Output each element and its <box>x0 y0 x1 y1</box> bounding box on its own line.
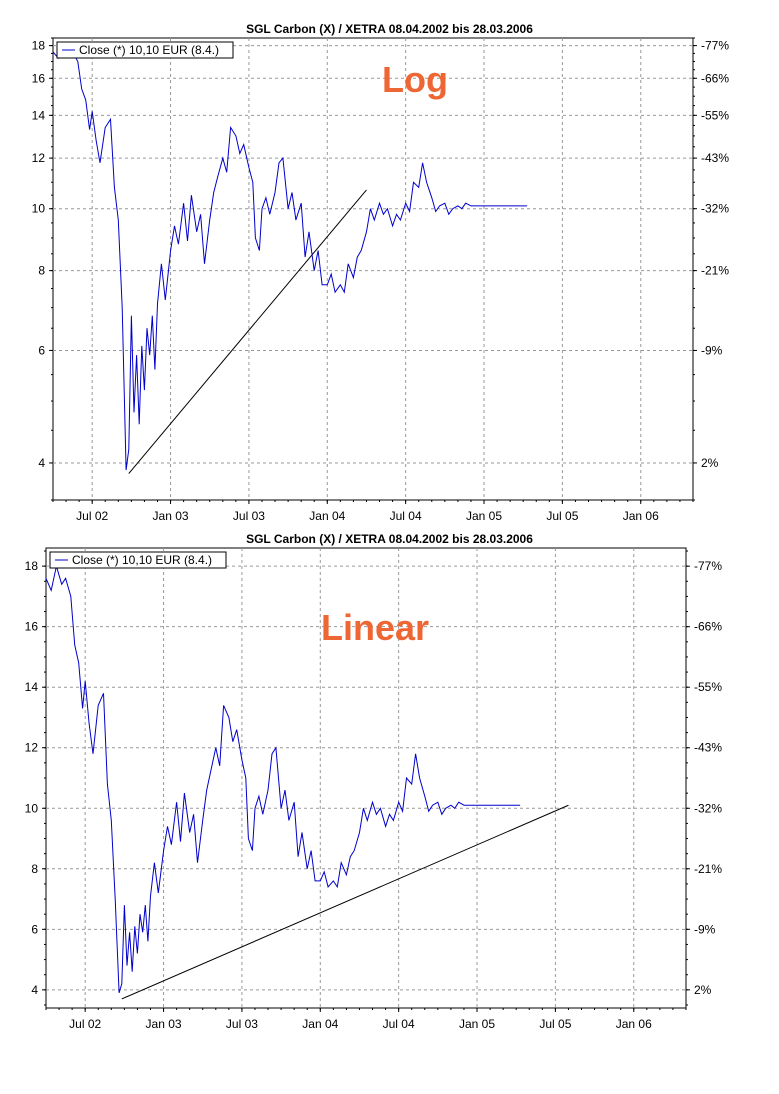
close-price-line <box>45 566 521 994</box>
y-tick-label: 12 <box>25 741 39 755</box>
x-tick-label: Jan 03 <box>153 509 189 523</box>
y-right-tick-label: 2% <box>701 456 719 470</box>
y-right-tick-label: -55% <box>701 108 729 122</box>
x-tick-label: Jul 03 <box>226 1017 258 1031</box>
linear-chart-plot: 4 2% 6 -9% 8 -21% 10 -32% 12 -43% 14 -55% 16 -66% 18 -7… <box>25 547 722 1031</box>
trendline <box>121 804 569 1000</box>
legend-box <box>56 41 234 59</box>
y-right-tick-label: -77% <box>694 559 722 573</box>
y-right-tick-label: -21% <box>694 862 722 876</box>
x-tick-label: Jan 06 <box>616 1017 652 1031</box>
y-right-tick-label: -43% <box>701 151 729 165</box>
x-tick-label: Jul 04 <box>383 1017 415 1031</box>
scale-annotation: Log <box>382 59 448 100</box>
y-tick-label: 8 <box>31 862 38 876</box>
y-right-tick-label: -9% <box>694 922 716 936</box>
log-chart: SGL Carbon (X) / XETRA 08.04.2002 bis 28… <box>0 0 779 530</box>
x-tick-label: Jul 04 <box>390 509 422 523</box>
linear-chart: SGL Carbon (X) / XETRA 08.04.2002 bis 28… <box>0 530 779 1070</box>
legend-label: Close (*) 10,10 EUR (8.4.) <box>79 43 219 57</box>
y-right-tick-label: -55% <box>694 680 722 694</box>
chart-title: SGL Carbon (X) / XETRA 08.04.2002 bis 28… <box>246 22 533 36</box>
close-price-line <box>52 44 528 471</box>
y-tick-label: 14 <box>25 680 39 694</box>
y-tick-label: 4 <box>38 456 45 470</box>
y-tick-label: 6 <box>38 343 45 357</box>
y-right-tick-label: -32% <box>701 202 729 216</box>
plot-frame <box>52 37 694 501</box>
x-tick-label: Jan 04 <box>302 1017 338 1031</box>
chart-title: SGL Carbon (X) / XETRA 08.04.2002 bis 28… <box>246 532 533 546</box>
y-tick-label: 10 <box>25 801 39 815</box>
trendline <box>128 189 367 474</box>
log-chart-plot: 4 2% 6 -9% 8 -21% 10 -32% 12 -43% 14 -55% 16 -66% 18 -7… <box>32 37 729 523</box>
x-tick-label: Jul 05 <box>539 1017 571 1031</box>
y-right-tick-label: -66% <box>694 620 722 634</box>
scale-annotation: Linear <box>321 607 429 648</box>
y-tick-label: 12 <box>32 151 46 165</box>
y-tick-label: 14 <box>32 108 46 122</box>
x-tick-label: Jan 05 <box>459 1017 495 1031</box>
x-tick-label: Jul 02 <box>69 1017 101 1031</box>
plot-frame <box>45 547 687 1009</box>
y-right-tick-label: 2% <box>694 983 712 997</box>
x-tick-label: Jan 05 <box>466 509 502 523</box>
y-tick-label: 16 <box>25 620 39 634</box>
y-tick-label: 16 <box>32 71 46 85</box>
y-right-tick-label: -66% <box>701 71 729 85</box>
x-tick-label: Jul 02 <box>76 509 108 523</box>
x-tick-label: Jul 05 <box>546 509 578 523</box>
y-right-tick-label: -32% <box>694 801 722 815</box>
y-right-tick-label: -43% <box>694 741 722 755</box>
y-tick-label: 10 <box>32 202 46 216</box>
x-tick-label: Jul 03 <box>233 509 265 523</box>
y-right-tick-label: -77% <box>701 39 729 53</box>
y-tick-label: 18 <box>25 559 39 573</box>
y-right-tick-label: -9% <box>701 343 723 357</box>
y-tick-label: 8 <box>38 264 45 278</box>
y-tick-label: 18 <box>32 39 46 53</box>
y-tick-label: 4 <box>31 983 38 997</box>
y-tick-label: 6 <box>31 922 38 936</box>
legend-box <box>49 551 227 569</box>
y-right-tick-label: -21% <box>701 264 729 278</box>
x-tick-label: Jan 03 <box>146 1017 182 1031</box>
x-tick-label: Jan 04 <box>309 509 345 523</box>
x-tick-label: Jan 06 <box>623 509 659 523</box>
legend-label: Close (*) 10,10 EUR (8.4.) <box>72 553 212 567</box>
